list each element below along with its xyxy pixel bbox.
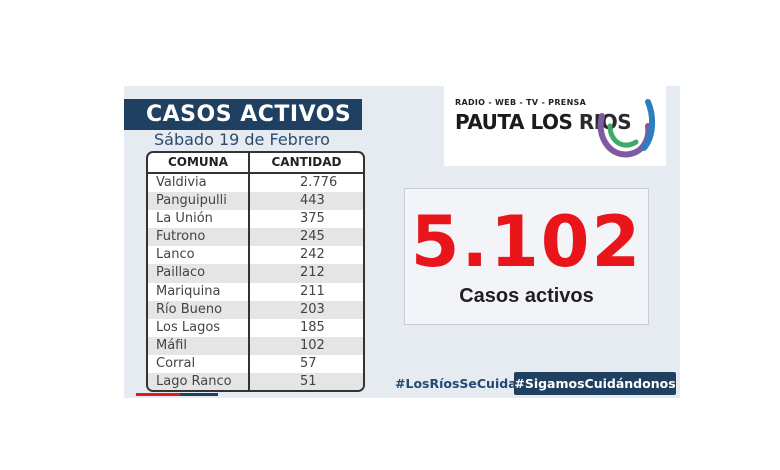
logo-tagline: RADIO - WEB - TV - PRENSA	[455, 98, 587, 107]
table-row: Mariquina 211	[148, 282, 363, 301]
comuna-cell: Panguipulli	[148, 192, 250, 211]
table-row: La Unión 375	[148, 210, 363, 229]
table-row: Lago Ranco 51	[148, 373, 363, 390]
table-row: Los Lagos 185	[148, 318, 363, 337]
comuna-cell: Lanco	[148, 246, 250, 265]
accent-stripe-red	[136, 393, 180, 396]
cantidad-cell: 2.776	[300, 175, 338, 190]
comuna-cell: Mariquina	[148, 282, 250, 301]
comuna-cell: Paillaco	[148, 264, 250, 283]
cantidad-cell: 57	[300, 355, 317, 371]
comuna-cell: Corral	[148, 354, 250, 374]
active-cases-label: Casos activos	[459, 285, 594, 307]
cantidad-cell: 375	[300, 211, 325, 227]
cantidad-cell: 185	[300, 319, 325, 335]
cantidad-cell: 443	[300, 193, 325, 209]
cantidad-cell: 211	[300, 283, 325, 299]
cantidad-cell: 102	[300, 337, 325, 353]
pauta-los-rios-logo-icon	[597, 99, 656, 158]
accent-stripe-blue	[180, 393, 218, 396]
column-header-cantidad: CANTIDAD	[271, 155, 342, 169]
comuna-cell: Futrono	[148, 228, 250, 247]
cantidad-cell: 203	[300, 301, 325, 317]
table-row: Lanco 242	[148, 246, 363, 265]
table-row: Máfil 102	[148, 336, 363, 355]
comuna-cell: La Unión	[148, 210, 250, 229]
hashtag-sigamos-cuidandonos: #SigamosCuidándonos	[514, 372, 676, 395]
table-header: COMUNA CANTIDAD	[148, 153, 363, 174]
active-cases-card	[404, 188, 649, 325]
comuna-cell: Río Bueno	[148, 300, 250, 319]
column-header-comuna: COMUNA	[148, 153, 250, 172]
cantidad-cell: 242	[300, 247, 325, 263]
table-row: Futrono 245	[148, 228, 363, 247]
cantidad-cell: 51	[300, 374, 317, 390]
comuna-cell: Lago Ranco	[148, 373, 250, 390]
table-row: Río Bueno 203	[148, 300, 363, 319]
active-cases-total: 5.102	[410, 201, 643, 283]
date-subtitle: Sábado 19 de Febrero	[154, 130, 330, 149]
table-row: Paillaco 212	[148, 264, 363, 283]
table-row: Valdivia 2.776	[148, 174, 363, 193]
cantidad-cell: 212	[300, 265, 325, 281]
brand-name-part2: RIOS	[578, 110, 632, 134]
comuna-cell: Máfil	[148, 336, 250, 355]
table-row: Panguipulli 443	[148, 192, 363, 211]
comuna-cell: Los Lagos	[148, 318, 250, 337]
cases-table: COMUNA CANTIDAD Valdivia 2.776 Panguipull…	[146, 151, 365, 392]
logo-brand: PAUTA LOS RIOS	[455, 110, 632, 134]
table-body: Valdivia 2.776 Panguipulli 443 La Unión 375…	[148, 174, 363, 390]
cantidad-cell: 245	[300, 229, 325, 245]
brand-name-part1: PAUTA LOS	[455, 110, 579, 134]
page-title: CASOS ACTIVOS	[124, 99, 362, 130]
table-row: Corral 57	[148, 354, 363, 374]
comuna-cell: Valdivia	[148, 174, 250, 193]
hashtag-los-rios-se-cuida: #LosRíosSeCuida	[395, 376, 517, 391]
